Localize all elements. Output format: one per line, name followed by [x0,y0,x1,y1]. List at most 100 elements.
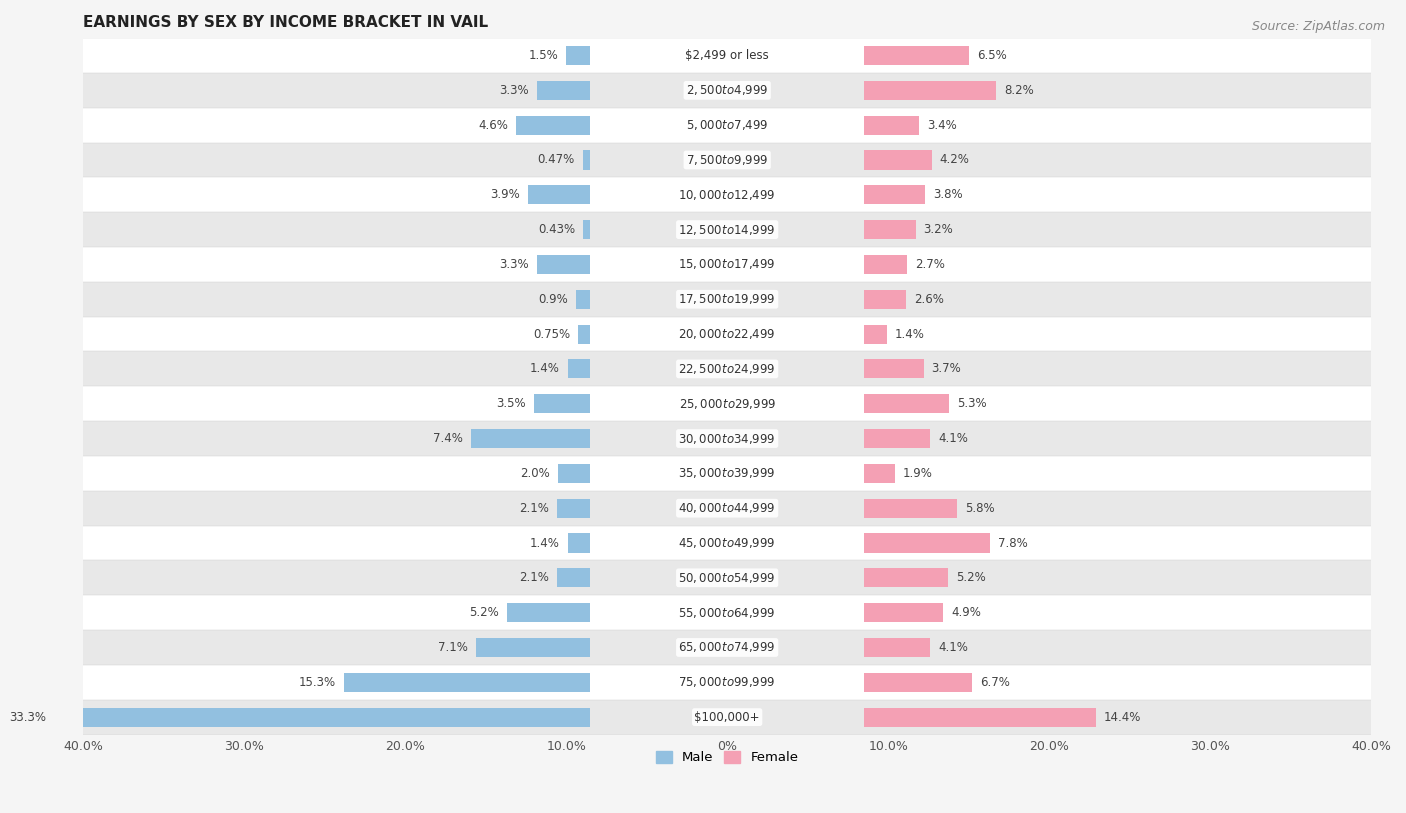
Text: $50,000 to $54,999: $50,000 to $54,999 [679,571,776,585]
Bar [537,254,591,274]
Bar [568,359,591,379]
Bar [865,498,957,518]
Text: $75,000 to $99,999: $75,000 to $99,999 [679,676,776,689]
Bar [83,525,1371,560]
Bar [83,491,1371,525]
Bar [865,150,932,170]
Text: 5.3%: 5.3% [957,398,987,411]
Bar [83,73,1371,108]
Bar [557,568,591,588]
Text: 3.7%: 3.7% [932,363,962,376]
Text: 3.3%: 3.3% [499,258,529,271]
Text: 3.3%: 3.3% [499,84,529,97]
Bar [83,177,1371,212]
Bar [55,707,591,727]
Text: 4.1%: 4.1% [938,641,967,654]
Bar [568,533,591,553]
Bar [558,463,591,483]
Text: 2.6%: 2.6% [914,293,943,306]
Bar [83,38,1371,73]
Bar [865,359,924,379]
Text: 4.9%: 4.9% [950,606,981,620]
Bar [557,498,591,518]
Text: 1.4%: 1.4% [530,363,560,376]
Text: $2,499 or less: $2,499 or less [685,49,769,62]
Text: $100,000+: $100,000+ [695,711,761,724]
Bar [516,115,591,135]
Text: 0.43%: 0.43% [538,223,575,236]
Bar [534,394,591,413]
Text: 2.0%: 2.0% [520,467,550,480]
Text: 6.5%: 6.5% [977,49,1007,62]
Text: $2,500 to $4,999: $2,500 to $4,999 [686,84,769,98]
Text: 8.2%: 8.2% [1004,84,1033,97]
Bar [583,220,591,239]
Text: 5.2%: 5.2% [468,606,499,620]
Text: 1.5%: 1.5% [529,49,558,62]
Bar [83,630,1371,665]
Bar [83,212,1371,247]
Bar [583,150,591,170]
Text: $65,000 to $74,999: $65,000 to $74,999 [679,641,776,654]
Bar [578,324,591,344]
Text: $30,000 to $34,999: $30,000 to $34,999 [679,432,776,446]
Bar [83,142,1371,177]
Text: 4.2%: 4.2% [939,154,970,167]
Legend: Male, Female: Male, Female [651,746,804,770]
Text: 1.4%: 1.4% [894,328,925,341]
Text: 5.2%: 5.2% [956,572,986,585]
Text: $40,000 to $44,999: $40,000 to $44,999 [679,501,776,515]
Text: $55,000 to $64,999: $55,000 to $64,999 [679,606,776,620]
Bar [83,421,1371,456]
Text: 33.3%: 33.3% [10,711,46,724]
Text: 3.9%: 3.9% [489,189,520,202]
Bar [865,429,929,448]
Bar [83,317,1371,351]
Text: $7,500 to $9,999: $7,500 to $9,999 [686,153,769,167]
Text: 3.2%: 3.2% [924,223,953,236]
Text: EARNINGS BY SEX BY INCOME BRACKET IN VAIL: EARNINGS BY SEX BY INCOME BRACKET IN VAI… [83,15,488,30]
Text: 7.8%: 7.8% [998,537,1028,550]
Bar [865,289,905,309]
Text: 0.9%: 0.9% [538,293,568,306]
Bar [344,672,591,692]
Text: 3.5%: 3.5% [496,398,526,411]
Text: 2.7%: 2.7% [915,258,945,271]
Text: 7.1%: 7.1% [439,641,468,654]
Text: 5.8%: 5.8% [966,502,995,515]
Text: 4.6%: 4.6% [478,119,509,132]
Text: $12,500 to $14,999: $12,500 to $14,999 [679,223,776,237]
Text: Source: ZipAtlas.com: Source: ZipAtlas.com [1251,20,1385,33]
Text: 1.9%: 1.9% [903,467,932,480]
Bar [83,351,1371,386]
Text: 14.4%: 14.4% [1104,711,1142,724]
Text: $22,500 to $24,999: $22,500 to $24,999 [679,362,776,376]
Bar [527,185,591,204]
Bar [865,254,907,274]
Text: $10,000 to $12,499: $10,000 to $12,499 [679,188,776,202]
Bar [865,603,943,622]
Text: 3.4%: 3.4% [927,119,956,132]
Bar [83,386,1371,421]
Bar [865,707,1095,727]
Text: $17,500 to $19,999: $17,500 to $19,999 [679,292,776,307]
Bar [865,568,948,588]
Text: 15.3%: 15.3% [299,676,336,689]
Text: $25,000 to $29,999: $25,000 to $29,999 [679,397,776,411]
Text: 3.8%: 3.8% [934,189,963,202]
Bar [865,463,894,483]
Bar [471,429,591,448]
Bar [83,595,1371,630]
Bar [83,665,1371,700]
Bar [865,638,929,657]
Bar [83,282,1371,317]
Text: $45,000 to $49,999: $45,000 to $49,999 [679,536,776,550]
Bar [477,638,591,657]
Text: 0.47%: 0.47% [537,154,575,167]
Bar [865,115,918,135]
Text: 0.75%: 0.75% [533,328,571,341]
Text: $15,000 to $17,499: $15,000 to $17,499 [679,258,776,272]
Bar [576,289,591,309]
Bar [83,456,1371,491]
Text: 4.1%: 4.1% [938,432,967,445]
